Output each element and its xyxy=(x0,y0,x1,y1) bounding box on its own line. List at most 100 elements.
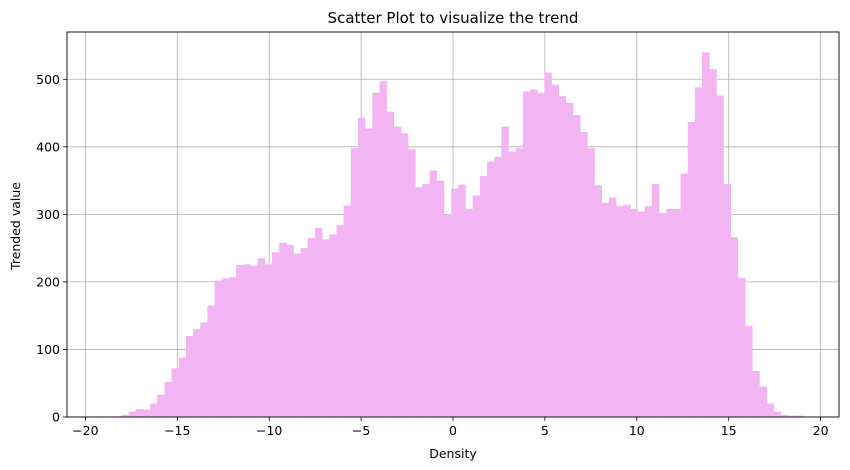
histogram-bar xyxy=(795,415,803,417)
histogram-bar xyxy=(723,183,732,417)
histogram-bar xyxy=(415,187,423,417)
x-axis-label: Density xyxy=(429,446,477,461)
histogram-bar xyxy=(522,91,531,417)
histogram-bar xyxy=(128,411,137,417)
y-tick-label: 100 xyxy=(36,342,60,357)
y-tick-label: 0 xyxy=(52,410,60,425)
histogram-bar xyxy=(601,202,610,417)
histogram-bar xyxy=(286,244,294,417)
histogram-bar xyxy=(293,253,301,417)
histogram-bar xyxy=(171,368,180,417)
x-tick-label: 0 xyxy=(449,423,457,438)
histogram-bar xyxy=(236,265,244,417)
histogram-bar xyxy=(508,151,516,418)
histogram-bar xyxy=(630,208,638,417)
histogram-bar xyxy=(322,239,330,417)
histogram-bar xyxy=(443,214,452,417)
histogram-bar xyxy=(780,414,789,417)
histogram-bar xyxy=(314,227,323,417)
histogram-bar xyxy=(257,258,266,417)
histogram-bar xyxy=(694,87,703,418)
histogram-bar xyxy=(271,252,280,417)
histogram-bar xyxy=(752,371,760,417)
histogram-bar xyxy=(250,265,258,417)
histogram-bar xyxy=(228,277,237,417)
x-tick-label: 10 xyxy=(629,423,645,438)
histogram-bar xyxy=(730,237,739,417)
histogram-bar xyxy=(300,248,309,417)
histogram-bar xyxy=(393,126,402,417)
histogram-bar xyxy=(759,386,767,417)
histogram-bar xyxy=(487,161,495,417)
histogram-bar xyxy=(121,414,129,417)
histogram-bar xyxy=(573,115,581,417)
histogram-bar xyxy=(193,329,201,417)
histogram-bar xyxy=(544,72,552,418)
histogram-bar xyxy=(644,206,653,417)
histogram-bar xyxy=(716,95,724,418)
histogram-bar xyxy=(530,89,538,417)
histogram-bar xyxy=(357,117,366,417)
histogram-bar xyxy=(472,195,481,417)
histogram-bar xyxy=(680,173,689,417)
x-tick-label: 20 xyxy=(813,423,829,438)
x-axis-ticks: −20 −15 −10 −5 0 5 10 15 20 xyxy=(72,417,829,438)
histogram-bar xyxy=(307,238,316,417)
histogram-bar xyxy=(343,205,352,417)
histogram-bar xyxy=(400,133,409,417)
histogram-bar xyxy=(637,211,646,417)
x-tick-label: −15 xyxy=(164,423,190,438)
histogram-bar xyxy=(451,188,459,417)
histogram-bar xyxy=(594,185,603,417)
histogram-bar xyxy=(135,408,144,417)
x-tick-label: 5 xyxy=(541,423,549,438)
histogram-bar xyxy=(372,92,380,417)
chart-title: Scatter Plot to visualize the trend xyxy=(328,9,579,27)
histogram-bar xyxy=(350,148,359,417)
histogram-bar xyxy=(608,197,617,417)
histogram-bar xyxy=(616,206,624,417)
histogram-bar xyxy=(164,381,172,417)
histogram-bar xyxy=(673,208,681,417)
histogram-bar xyxy=(207,305,215,417)
x-tick-label: −20 xyxy=(72,423,98,438)
y-tick-label: 300 xyxy=(36,207,60,222)
histogram-bar xyxy=(737,277,746,417)
histogram-bar xyxy=(386,111,395,417)
histogram-bar xyxy=(745,325,753,417)
histogram-bar xyxy=(408,149,416,418)
histogram-bar xyxy=(429,170,438,417)
histogram-bar xyxy=(336,225,344,417)
histogram-bar xyxy=(465,208,473,417)
histogram-bar xyxy=(558,96,567,418)
histogram-bar xyxy=(623,204,631,417)
histogram-bar xyxy=(709,69,717,418)
histogram-bar xyxy=(264,264,273,417)
histogram-bar xyxy=(766,403,775,417)
y-axis-label: Trended value xyxy=(8,182,23,271)
histogram-bar xyxy=(150,403,158,417)
histogram-bar xyxy=(214,280,223,417)
histogram-bar xyxy=(178,357,187,417)
histogram-bar xyxy=(773,411,782,417)
x-tick-label: −5 xyxy=(352,423,370,438)
y-axis-ticks: 0 100 200 300 400 500 xyxy=(36,72,67,425)
histogram-bar xyxy=(243,264,251,417)
y-tick-label: 500 xyxy=(36,72,60,87)
histogram-bar xyxy=(436,180,445,417)
histogram-bar xyxy=(587,148,595,417)
histogram-bar xyxy=(379,81,387,418)
histogram-bar xyxy=(200,322,208,417)
histogram-bar xyxy=(551,84,559,418)
histogram-bar xyxy=(687,121,696,417)
y-tick-label: 400 xyxy=(36,139,60,154)
histogram-bar xyxy=(185,335,194,417)
histogram-bar xyxy=(422,183,430,417)
histogram-bar xyxy=(666,208,674,417)
histogram-bar xyxy=(788,415,796,417)
histogram-bar xyxy=(501,126,509,417)
histogram-bar xyxy=(221,278,230,417)
histogram-bar xyxy=(458,184,466,417)
histogram-bar xyxy=(142,409,151,417)
